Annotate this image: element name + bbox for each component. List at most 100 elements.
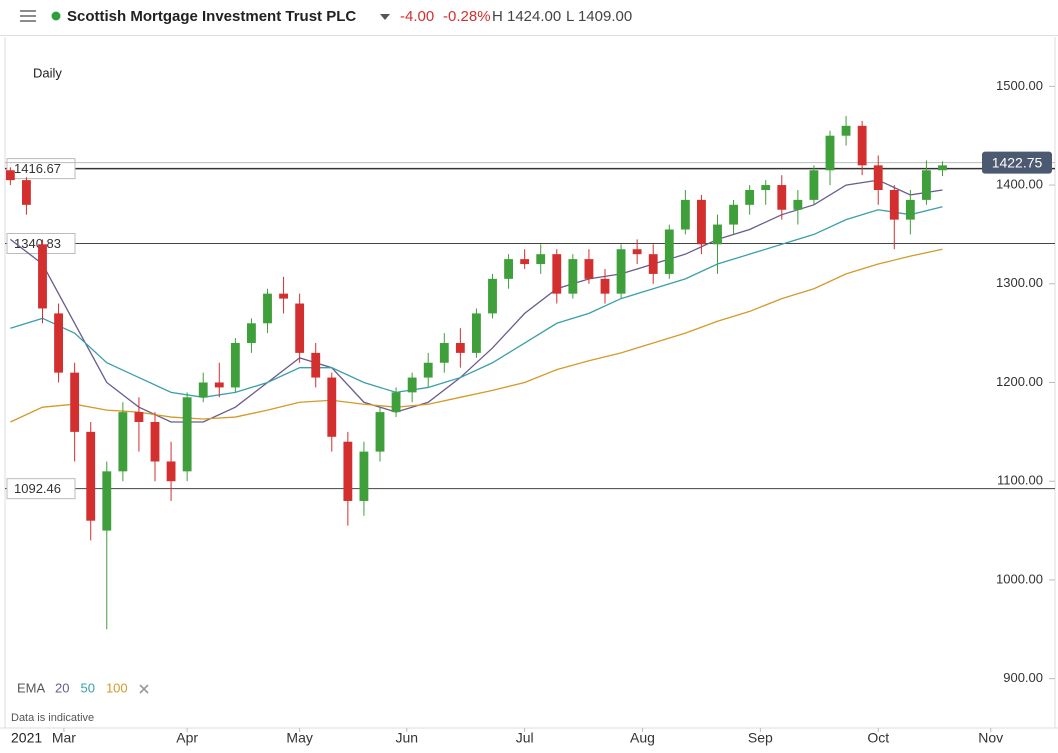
candle-body	[648, 254, 658, 274]
candle-body	[423, 362, 433, 378]
candle-body	[568, 259, 578, 294]
candle-body	[600, 278, 610, 294]
day-high: H 1424.00	[492, 8, 561, 25]
candle-body	[295, 303, 305, 353]
close-icon[interactable]	[139, 684, 149, 694]
last-price-label: 1422.75	[992, 154, 1043, 170]
last-price-badge	[982, 151, 1052, 174]
candle-body	[809, 170, 819, 200]
instrument-title[interactable]: Scottish Mortgage Investment Trust PLC	[67, 8, 356, 25]
y-tick-label: 1300.00	[996, 275, 1043, 290]
candle-body	[118, 412, 128, 472]
status-dot	[51, 11, 61, 21]
candle-body	[905, 199, 915, 220]
y-tick-label: 900.00	[1003, 670, 1043, 685]
candle-body	[455, 343, 465, 353]
candle-body	[938, 165, 947, 171]
candle-body	[729, 204, 738, 225]
candle-body	[5, 170, 15, 181]
candle-body	[375, 412, 385, 452]
candle-body	[102, 471, 112, 531]
candle-body	[536, 254, 546, 265]
candle-body	[182, 397, 192, 472]
candle-body	[680, 199, 690, 230]
candle-body	[584, 259, 594, 279]
x-tick-label: Oct	[867, 730, 889, 746]
level-label: 1340.83	[14, 236, 61, 251]
candle-body	[664, 229, 674, 274]
legend-title[interactable]: EMA	[17, 680, 46, 695]
price-change: -4.00	[400, 8, 434, 25]
candle-body	[166, 461, 176, 482]
candle-body	[150, 421, 160, 462]
candle-body	[777, 185, 787, 210]
candle-body	[311, 352, 321, 378]
candle-body	[472, 313, 481, 353]
candle-body	[439, 343, 449, 363]
ema-line	[9, 179, 943, 423]
price-change-pct: -0.28%	[443, 8, 491, 25]
candle-body	[70, 372, 80, 432]
candle-body	[327, 377, 337, 437]
y-tick-label: 1000.00	[996, 571, 1043, 586]
disclaimer: Data is indicative	[11, 712, 94, 724]
x-tick-label: Mar	[52, 730, 76, 746]
x-tick-label: Jun	[395, 730, 418, 746]
candle-body	[54, 313, 63, 373]
candle-body	[713, 224, 722, 245]
x-tick-label: May	[286, 730, 312, 746]
candle-body	[841, 125, 851, 136]
x-tick-label: Sep	[748, 730, 773, 746]
candle-body	[552, 254, 562, 294]
legend-entry[interactable]: 20	[55, 680, 69, 695]
level-label: 1092.46	[14, 481, 61, 496]
day-low: L 1409.00	[566, 8, 632, 25]
candle-body	[359, 451, 369, 501]
candle-body	[857, 125, 867, 166]
candle-body	[391, 392, 401, 413]
dropdown-caret[interactable]	[380, 14, 390, 20]
candle-body	[263, 293, 272, 324]
x-tick-label: Apr	[176, 730, 198, 746]
candle-body	[214, 382, 224, 388]
level-label: 1416.67	[14, 161, 61, 176]
x-tick-label: Aug	[630, 730, 655, 746]
x-tick-label: Nov	[978, 730, 1003, 746]
legend-entry[interactable]: 100	[106, 680, 128, 695]
y-tick-label: 1400.00	[996, 177, 1043, 192]
y-tick-label: 1100.00	[997, 473, 1043, 488]
y-tick-label: 1500.00	[996, 78, 1043, 93]
candle-body	[761, 185, 771, 191]
x-tick-label: Jul	[516, 730, 534, 746]
candle-body	[198, 382, 208, 398]
level-label-box	[6, 158, 76, 180]
candle-body	[86, 431, 96, 521]
candle-body	[632, 249, 642, 255]
candle-body	[279, 293, 288, 299]
interval-label[interactable]: Daily	[33, 65, 62, 80]
ema-line	[10, 248, 943, 423]
legend-entry[interactable]: 50	[80, 680, 94, 695]
candle-body	[488, 278, 497, 314]
candle-body	[343, 441, 353, 501]
candle-body	[247, 323, 256, 344]
candle-body	[520, 259, 530, 265]
y-tick-label: 1200.00	[996, 374, 1043, 389]
candle-body	[616, 249, 626, 294]
candle-body	[230, 343, 240, 388]
candle-body	[793, 199, 803, 210]
level-label-box	[6, 478, 76, 500]
candle-body	[38, 244, 47, 309]
header: Scottish Mortgage Investment Trust PLC -…	[0, 8, 1058, 36]
candle-body	[134, 412, 144, 422]
plot: 900.00 1000.00 1100.00 1200.00 1300.00 1400.0…	[0, 37, 1058, 746]
candle-body	[22, 180, 31, 205]
candle-body	[745, 190, 755, 205]
candle-body	[889, 190, 899, 220]
legend-close[interactable]	[139, 684, 149, 694]
candle-body	[504, 259, 513, 279]
candle-body	[697, 199, 706, 245]
candle-body	[922, 170, 931, 200]
